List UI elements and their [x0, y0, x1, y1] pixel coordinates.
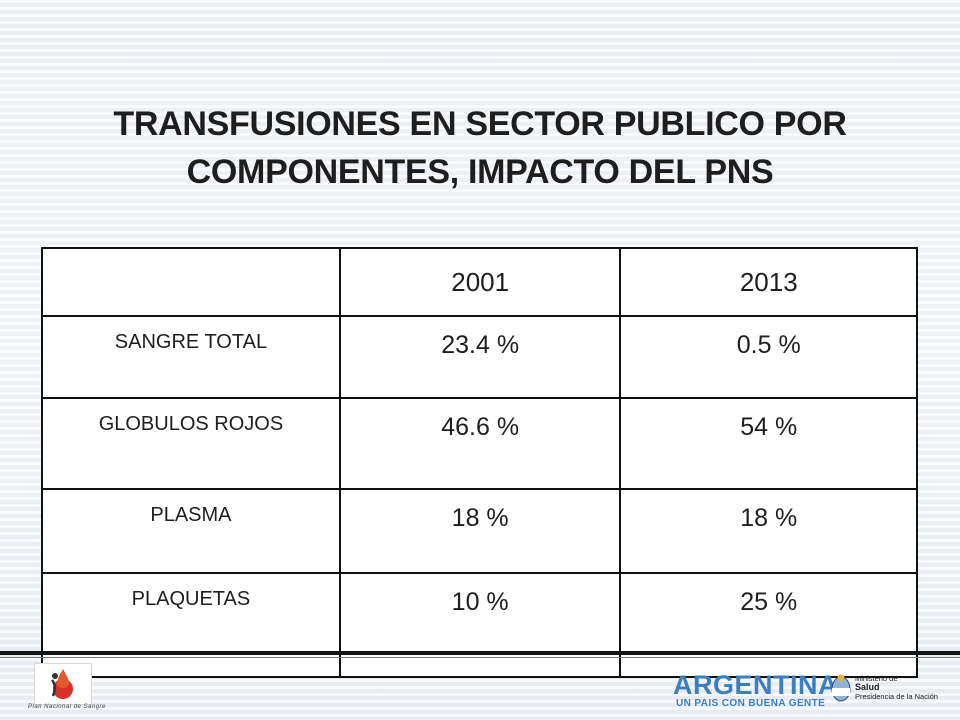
footer-divider: [0, 651, 960, 655]
ministerio-line-1: Ministerio de: [855, 674, 898, 683]
table-row: SANGRE TOTAL 23.4 % 0.5 %: [41, 315, 918, 399]
transfusion-table: 2001 2013 SANGRE TOTAL 23.4 % 0.5 % GLOB…: [41, 247, 918, 678]
slide-title: TRANSFUSIONES EN SECTOR PUBLICO POR COMP…: [60, 100, 900, 196]
row-label-sangre-total: SANGRE TOTAL: [41, 315, 341, 399]
ministerio-line-2: Salud: [855, 682, 880, 692]
header-2001: 2001: [338, 247, 622, 317]
table-row: PLASMA 18 % 18 %: [41, 488, 918, 574]
header-empty-cell: [41, 247, 341, 317]
pns-logo: [34, 663, 92, 705]
value-2013: 0.5 %: [619, 315, 918, 399]
ministerio-line-3: Presidencia de la Nación: [855, 692, 938, 701]
title-line-1: TRANSFUSIONES EN SECTOR PUBLICO POR: [113, 105, 847, 143]
value-2001: 10 %: [338, 572, 622, 678]
header-2013: 2013: [619, 247, 918, 317]
footer-divider-thin: [0, 657, 960, 658]
value-2013: 54 %: [619, 397, 918, 490]
value-2013: 18 %: [619, 488, 918, 574]
title-line-2: COMPONENTES, IMPACTO DEL PNS: [186, 153, 774, 191]
value-2001: 23.4 %: [338, 315, 622, 399]
pns-caption: Plan Nacional de Sangre: [28, 704, 106, 710]
national-seal-icon: [831, 674, 851, 702]
table-header-row: 2001 2013: [41, 247, 918, 317]
argentina-slogan: UN PAIS CON BUENA GENTE: [676, 698, 826, 709]
value-2001: 18 %: [338, 488, 622, 574]
blood-drop-icon: [50, 669, 73, 699]
table-row: GLOBULOS ROJOS 46.6 % 54 %: [41, 397, 918, 490]
ministerio-salud-text: Ministerio de Salud Presidencia de la Na…: [855, 674, 938, 701]
argentina-logo-text: ARGENTINA: [673, 670, 838, 700]
row-label-plaquetas: PLAQUETAS: [41, 572, 341, 678]
row-label-globulos-rojos: GLOBULOS ROJOS: [41, 397, 341, 490]
row-label-plasma: PLASMA: [41, 488, 341, 574]
value-2001: 46.6 %: [338, 397, 622, 490]
table-row: PLAQUETAS 10 % 25 %: [41, 572, 918, 678]
value-2013: 25 %: [619, 572, 918, 678]
